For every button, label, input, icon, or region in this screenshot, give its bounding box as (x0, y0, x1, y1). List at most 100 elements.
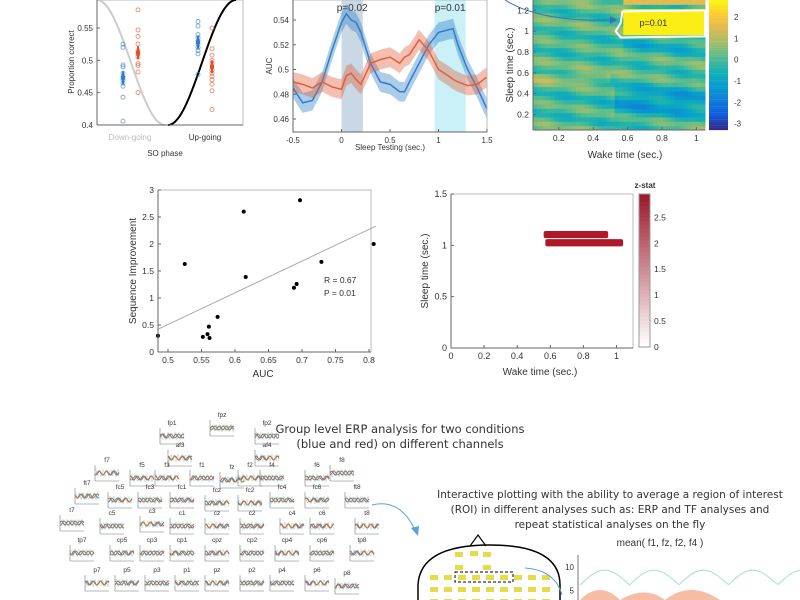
erp-trace-red (109, 550, 135, 556)
heatmap-cell (571, 30, 577, 36)
heatmap-cell (640, 47, 646, 53)
heatmap-cell (545, 121, 551, 127)
heatmap-cell (670, 39, 676, 44)
erp-channel-plot: fc1 (169, 484, 195, 509)
heatmap-cell (533, 99, 538, 105)
data-point (209, 88, 215, 94)
heatmap-cell (644, 121, 650, 127)
erp-channel-plot: p4 (269, 567, 295, 592)
y-tick-label: 3 (149, 185, 154, 195)
heatmap-cell (644, 69, 650, 75)
heatmap-cell (563, 86, 568, 92)
data-point (207, 335, 212, 340)
electrode-marker (514, 575, 522, 580)
data-point (182, 261, 187, 266)
heatmap-cell (679, 82, 684, 88)
colorbar-segment (639, 243, 650, 248)
heatmap-cell (692, 30, 697, 36)
heatmap-cell (700, 26, 706, 31)
heatmap-cell (683, 69, 689, 75)
heatmap-cell (674, 108, 680, 114)
heatmap-cell (666, 99, 672, 105)
heatmap-cell (533, 60, 538, 66)
heatmap-cell (576, 69, 581, 75)
heatmap-cell (533, 65, 538, 70)
heatmap-cell (571, 21, 577, 27)
heatmap-cell (537, 13, 543, 18)
colorbar-segment (639, 274, 650, 279)
heatmap-cell (550, 82, 555, 88)
heatmap-cell (550, 47, 555, 53)
heatmap-cell (610, 69, 616, 75)
heatmap-cell (649, 78, 654, 83)
heatmap-cell (606, 78, 611, 83)
significant-cluster (543, 230, 609, 239)
heatmap-cell (550, 117, 555, 122)
channel-label: f6 (314, 462, 320, 469)
colorbar-segment (639, 262, 650, 268)
heatmap-cell (666, 13, 672, 18)
heatmap-cell (666, 65, 672, 70)
heatmap-cell (696, 117, 702, 122)
heatmap-cell (576, 60, 581, 66)
heatmap-cell (636, 121, 641, 127)
erp-trace-red (159, 433, 185, 439)
heatmap-cell (636, 82, 641, 88)
erp-channel-plot: p3 (144, 567, 170, 592)
heatmap-cell (666, 26, 672, 31)
heatmap-cell (636, 112, 641, 118)
heatmap-cell (687, 69, 693, 75)
heatmap-cell (606, 82, 611, 88)
heatmap-cell (696, 26, 702, 31)
colorbar-segment (709, 108, 728, 111)
heatmap-cell (640, 95, 646, 101)
x-tick-label: 0.5 (162, 355, 174, 365)
heatmap-cell (640, 125, 646, 131)
heatmap-cell (631, 39, 637, 44)
heatmap-cell (601, 108, 607, 114)
heatmap-cell (674, 82, 680, 88)
heatmap-cell (584, 91, 590, 96)
heatmap-cell (619, 60, 624, 66)
heatmap-cell (674, 26, 680, 31)
heatmap-cell (545, 91, 551, 96)
heatmap-cell (679, 91, 684, 96)
heatmap-cell (571, 91, 577, 96)
heatmap-cell (537, 47, 543, 53)
erp-trace-red (334, 583, 360, 589)
heatmap-cell (683, 21, 689, 27)
heatmap-cell (644, 4, 650, 10)
heatmap-cell (588, 39, 594, 44)
heatmap-cell (666, 73, 672, 79)
heatmap-cell (679, 78, 684, 83)
colorbar-segment (709, 93, 728, 96)
heatmap-cell (601, 43, 607, 49)
heatmap-cell (588, 56, 594, 62)
erp-trace-variance (239, 548, 265, 558)
colorbar-segment (709, 30, 728, 33)
data-point (209, 25, 215, 31)
heatmap-cell (606, 52, 611, 57)
heatmap-cell (683, 56, 689, 62)
channel-label: p7 (93, 567, 101, 574)
heatmap-cell (657, 73, 663, 79)
heatmap-cell (537, 91, 543, 96)
channel-label: cp2 (247, 537, 258, 544)
heatmap-cell (576, 65, 581, 70)
heatmap-cell (614, 99, 620, 105)
heatmap-cell (550, 73, 555, 79)
heatmap-cell (597, 56, 603, 62)
heatmap-cell (687, 13, 693, 18)
heatmap-cell (692, 73, 697, 79)
erp-channel-plot: cz (204, 510, 230, 535)
heatmap-cell (640, 52, 646, 57)
heatmap-cell (537, 43, 543, 49)
heatmap-cell (631, 52, 637, 57)
heatmap-cell (640, 43, 646, 49)
electrode-marker (486, 575, 494, 580)
heatmap-cell (631, 43, 637, 49)
heatmap-cell (601, 34, 607, 40)
heatmap-cell (636, 13, 641, 18)
heatmap-cell (636, 73, 641, 79)
channel-label: p6 (313, 567, 321, 574)
